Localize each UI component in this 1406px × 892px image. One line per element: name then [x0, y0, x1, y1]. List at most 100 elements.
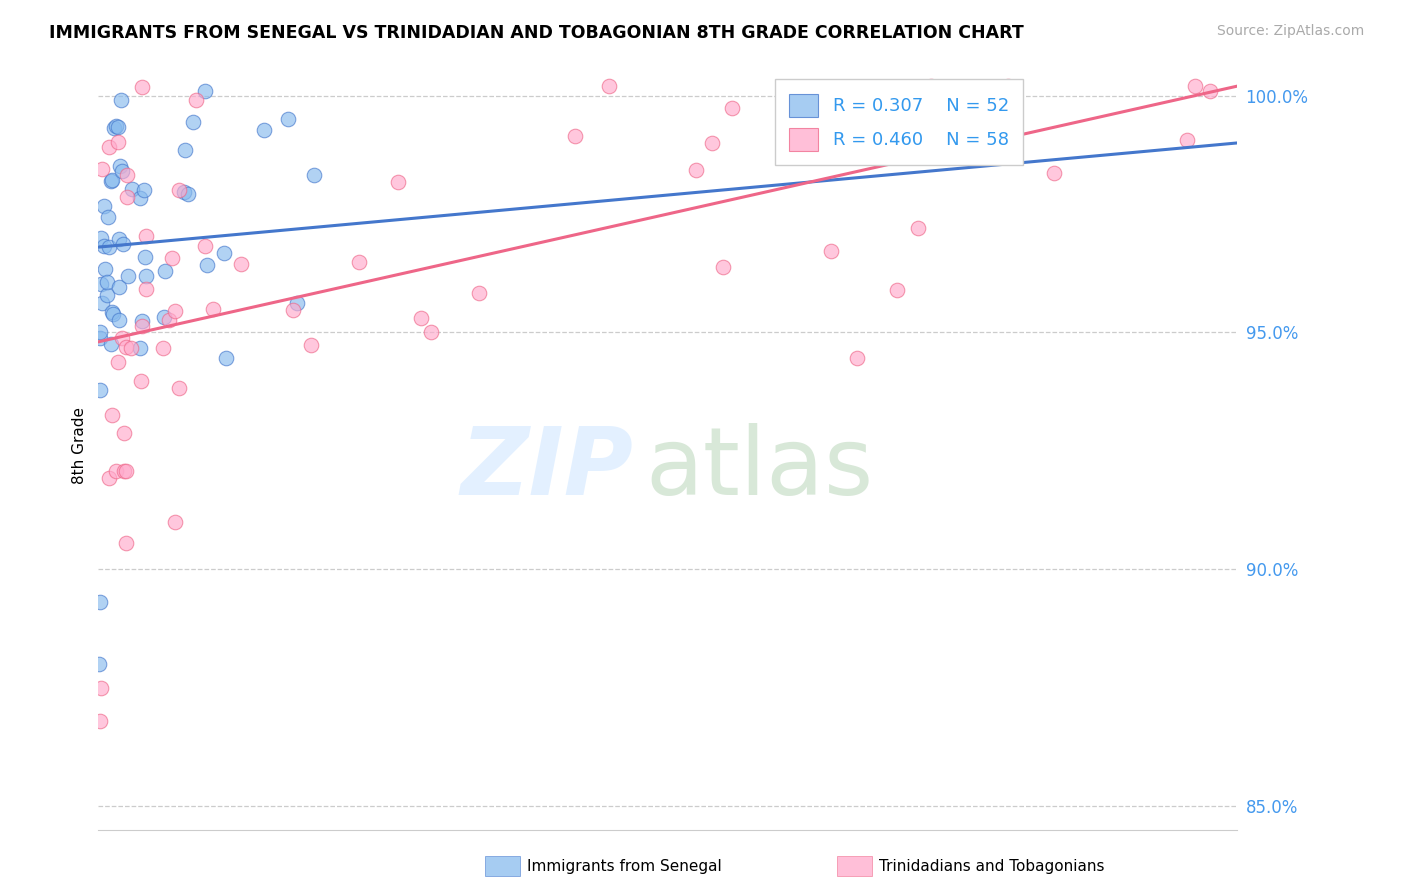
Point — [1175, 133, 1198, 147]
Point — [115, 464, 138, 478]
Point — [105, 464, 128, 478]
Point — [165, 304, 187, 318]
Point — [90, 231, 112, 245]
Point — [115, 168, 138, 182]
Point — [167, 183, 190, 197]
Point — [89, 383, 111, 397]
Point — [277, 112, 299, 126]
Point — [181, 115, 204, 129]
Text: atlas: atlas — [645, 423, 873, 515]
Point — [105, 119, 128, 133]
Text: Source: ZipAtlas.com: Source: ZipAtlas.com — [1216, 24, 1364, 38]
Point — [96, 288, 118, 302]
Point — [152, 342, 174, 356]
Point — [131, 318, 153, 333]
Point — [711, 260, 734, 275]
Point — [564, 128, 586, 143]
Point — [93, 239, 115, 253]
Text: Immigrants from Senegal: Immigrants from Senegal — [527, 859, 723, 873]
Point — [177, 187, 200, 202]
Point — [110, 93, 132, 107]
Point — [97, 211, 120, 225]
Point — [121, 182, 143, 196]
Point — [101, 305, 124, 319]
Point — [186, 93, 208, 107]
Point — [598, 79, 620, 94]
Point — [101, 173, 124, 187]
Point — [702, 136, 724, 151]
Point — [100, 173, 122, 187]
Y-axis label: 8th Grade: 8th Grade — [72, 408, 87, 484]
Point — [107, 136, 129, 150]
Point — [1184, 79, 1206, 94]
Point — [108, 232, 131, 246]
Point — [997, 79, 1019, 94]
Point — [90, 681, 112, 695]
Point — [419, 325, 441, 339]
Point — [120, 341, 142, 355]
Point — [112, 426, 135, 441]
Point — [97, 140, 120, 154]
Point — [93, 261, 115, 276]
Point — [98, 240, 121, 254]
Point — [135, 229, 157, 244]
Point — [91, 296, 114, 310]
Point — [165, 515, 187, 529]
Point — [253, 123, 276, 137]
Point — [108, 280, 131, 294]
Point — [129, 341, 152, 355]
Point — [100, 337, 122, 351]
Point — [129, 190, 152, 204]
Point — [920, 79, 942, 94]
Point — [387, 176, 409, 190]
Point — [108, 160, 131, 174]
Point — [103, 120, 125, 135]
Point — [304, 168, 326, 182]
Point — [152, 310, 174, 324]
Text: Trinidadians and Tobagonians: Trinidadians and Tobagonians — [879, 859, 1104, 873]
Point — [132, 183, 155, 197]
Point — [108, 313, 131, 327]
Point — [107, 355, 129, 369]
Point — [112, 464, 135, 478]
Text: ZIP: ZIP — [461, 423, 634, 515]
Point — [96, 275, 118, 289]
Point — [194, 239, 217, 253]
Point — [173, 143, 195, 157]
Point — [89, 714, 111, 728]
Point — [212, 246, 235, 260]
Text: IMMIGRANTS FROM SENEGAL VS TRINIDADIAN AND TOBAGONIAN 8TH GRADE CORRELATION CHAR: IMMIGRANTS FROM SENEGAL VS TRINIDADIAN A… — [49, 24, 1024, 42]
Point — [721, 101, 744, 115]
Point — [111, 331, 134, 345]
Point — [195, 258, 218, 272]
Point — [135, 282, 157, 296]
Point — [1199, 84, 1222, 98]
Point — [134, 250, 156, 264]
Point — [153, 264, 176, 278]
Point — [131, 80, 153, 95]
Point — [886, 283, 908, 297]
Point — [111, 237, 134, 252]
Point — [90, 162, 112, 177]
Point — [131, 314, 153, 328]
Point — [285, 296, 308, 310]
Point — [89, 325, 111, 339]
Point — [89, 595, 111, 609]
Point — [173, 185, 195, 199]
Point — [117, 190, 139, 204]
Point — [685, 163, 707, 178]
Point — [347, 254, 370, 268]
Legend: R = 0.307    N = 52, R = 0.460    N = 58: R = 0.307 N = 52, R = 0.460 N = 58 — [775, 79, 1024, 165]
Point — [804, 116, 827, 130]
Point — [97, 471, 120, 485]
Point — [468, 286, 491, 301]
Point — [89, 657, 111, 671]
Point — [111, 163, 134, 178]
Point — [167, 381, 190, 395]
Point — [301, 337, 323, 351]
Point — [93, 199, 115, 213]
Point — [117, 268, 139, 283]
Point — [281, 302, 304, 317]
Point — [90, 277, 112, 291]
Point — [1042, 166, 1064, 180]
